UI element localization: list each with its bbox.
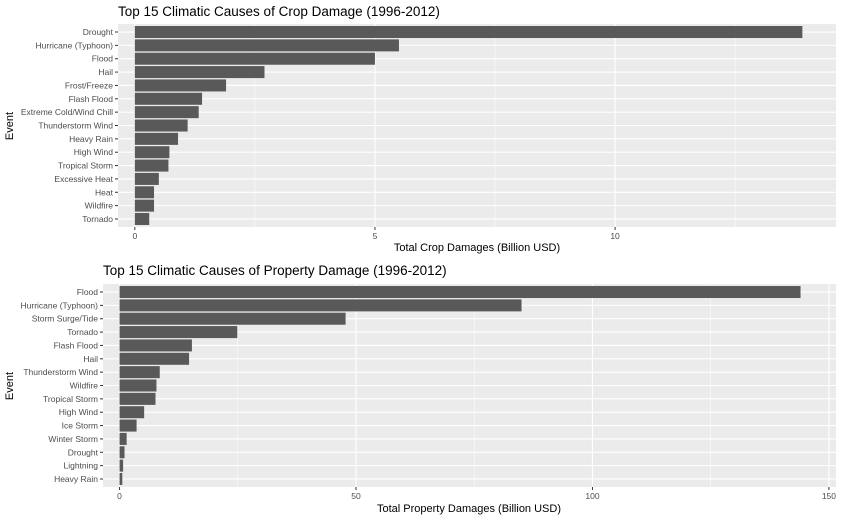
crop-bar-heat bbox=[134, 186, 155, 199]
crop-bar-hurricane-typhoon bbox=[134, 39, 399, 52]
property-x-tick-label: 50 bbox=[351, 491, 361, 501]
crop-bars bbox=[134, 26, 803, 225]
crop-category-label-hurricane-typhoon: Hurricane (Typhoon) bbox=[36, 40, 114, 50]
crop-bar-flash-flood bbox=[134, 92, 203, 105]
property-category-label-hurricane-typhoon: Hurricane (Typhoon) bbox=[21, 300, 99, 310]
property-bar-hurricane-typhoon bbox=[119, 299, 522, 312]
crop-damage-chart: Top 15 Climatic Causes of Crop Damage (1… bbox=[4, 4, 836, 254]
property-bar-drought bbox=[119, 446, 125, 459]
property-category-label-wildfire: Wildfire bbox=[70, 381, 99, 391]
crop-x-tick-label: 5 bbox=[373, 231, 378, 241]
property-bar-flood bbox=[119, 286, 801, 299]
property-category-label-flash-flood: Flash Flood bbox=[54, 340, 99, 350]
crop-x-tick-label: 10 bbox=[610, 231, 620, 241]
crop-category-label-excessive-heat: Excessive Heat bbox=[54, 174, 113, 184]
property-category-label-high-wind: High Wind bbox=[59, 407, 98, 417]
crop-chart-title: Top 15 Climatic Causes of Crop Damage (1… bbox=[118, 4, 440, 19]
property-bar-ice-storm bbox=[119, 419, 137, 432]
crop-category-label-thunderstorm-wind: Thunderstorm Wind bbox=[38, 121, 113, 131]
property-bar-high-wind bbox=[119, 406, 145, 419]
crop-category-label-wildfire: Wildfire bbox=[85, 201, 114, 211]
crop-category-label-hail: Hail bbox=[98, 67, 113, 77]
property-category-label-tornado: Tornado bbox=[67, 327, 98, 337]
crop-x-ticks: 0 5 10 bbox=[132, 227, 620, 241]
crop-x-tick-label: 0 bbox=[132, 231, 137, 241]
crop-bar-frost-freeze bbox=[134, 79, 227, 92]
property-category-label-storm-surge-tide: Storm Surge/Tide bbox=[32, 314, 99, 324]
crop-bar-extreme-cold-wind-chill bbox=[134, 106, 199, 119]
property-bar-winter-storm bbox=[119, 432, 127, 445]
property-category-labels: Flood Hurricane (Typhoon) Storm Surge/Tide… bbox=[21, 287, 103, 484]
crop-x-axis-title: Total Crop Damages (Billion USD) bbox=[394, 242, 560, 254]
property-bar-flash-flood bbox=[119, 339, 192, 352]
crop-bar-excessive-heat bbox=[134, 172, 159, 185]
property-category-label-thunderstorm-wind: Thunderstorm Wind bbox=[23, 367, 98, 377]
crop-y-axis-title: Event bbox=[4, 112, 16, 140]
crop-category-labels: Drought Hurricane (Typhoon) Flood Hail Frost… bbox=[21, 27, 118, 224]
property-category-label-ice-storm: Ice Storm bbox=[62, 421, 98, 431]
crop-bar-high-wind bbox=[134, 146, 170, 159]
crop-category-label-heat: Heat bbox=[95, 187, 114, 197]
crop-category-label-tornado: Tornado bbox=[82, 214, 113, 224]
property-bars bbox=[119, 286, 801, 485]
property-x-ticks: 0 50 100 150 bbox=[117, 487, 836, 501]
crop-category-label-extreme-cold-wind-chill: Extreme Cold/Wind Chill bbox=[21, 107, 113, 117]
property-category-label-heavy-rain: Heavy Rain bbox=[54, 474, 98, 484]
crop-category-label-frost-freeze: Frost/Freeze bbox=[65, 80, 113, 90]
property-bar-hail bbox=[119, 352, 190, 365]
property-bar-lightning bbox=[119, 459, 124, 472]
property-damage-chart: Top 15 Climatic Causes of Property Damag… bbox=[4, 263, 836, 515]
crop-bar-flood bbox=[134, 52, 375, 65]
crop-bar-drought bbox=[134, 26, 803, 39]
property-bar-heavy-rain bbox=[119, 472, 123, 485]
property-category-label-hail: Hail bbox=[83, 354, 98, 364]
crop-category-label-flash-flood: Flash Flood bbox=[69, 94, 114, 104]
property-x-tick-label: 150 bbox=[822, 491, 836, 501]
property-bar-tornado bbox=[119, 326, 238, 339]
crop-bar-heavy-rain bbox=[134, 132, 179, 145]
property-category-label-flood: Flood bbox=[77, 287, 99, 297]
property-x-tick-label: 100 bbox=[585, 491, 599, 501]
property-chart-title: Top 15 Climatic Causes of Property Damag… bbox=[103, 263, 447, 278]
crop-bar-wildfire bbox=[134, 199, 155, 212]
crop-bar-hail bbox=[134, 66, 265, 79]
property-x-tick-label: 0 bbox=[117, 491, 122, 501]
property-x-axis-title: Total Property Damages (Billion USD) bbox=[377, 503, 561, 515]
property-bar-storm-surge-tide bbox=[119, 312, 346, 325]
property-category-label-winter-storm: Winter Storm bbox=[48, 434, 98, 444]
crop-category-label-tropical-storm: Tropical Storm bbox=[58, 161, 113, 171]
crop-category-label-high-wind: High Wind bbox=[74, 147, 113, 157]
crop-bar-thunderstorm-wind bbox=[134, 119, 188, 132]
property-bar-tropical-storm bbox=[119, 392, 156, 405]
property-category-label-tropical-storm: Tropical Storm bbox=[43, 394, 98, 404]
property-bar-wildfire bbox=[119, 379, 157, 392]
property-category-label-drought: Drought bbox=[68, 447, 99, 457]
property-bar-thunderstorm-wind bbox=[119, 366, 160, 379]
crop-category-label-drought: Drought bbox=[83, 27, 114, 37]
crop-bar-tornado bbox=[134, 212, 150, 225]
property-category-label-lightning: Lightning bbox=[63, 461, 98, 471]
crop-bar-tropical-storm bbox=[134, 159, 169, 172]
crop-category-label-heavy-rain: Heavy Rain bbox=[69, 134, 113, 144]
crop-category-label-flood: Flood bbox=[92, 54, 114, 64]
property-y-axis-title: Event bbox=[4, 372, 16, 400]
